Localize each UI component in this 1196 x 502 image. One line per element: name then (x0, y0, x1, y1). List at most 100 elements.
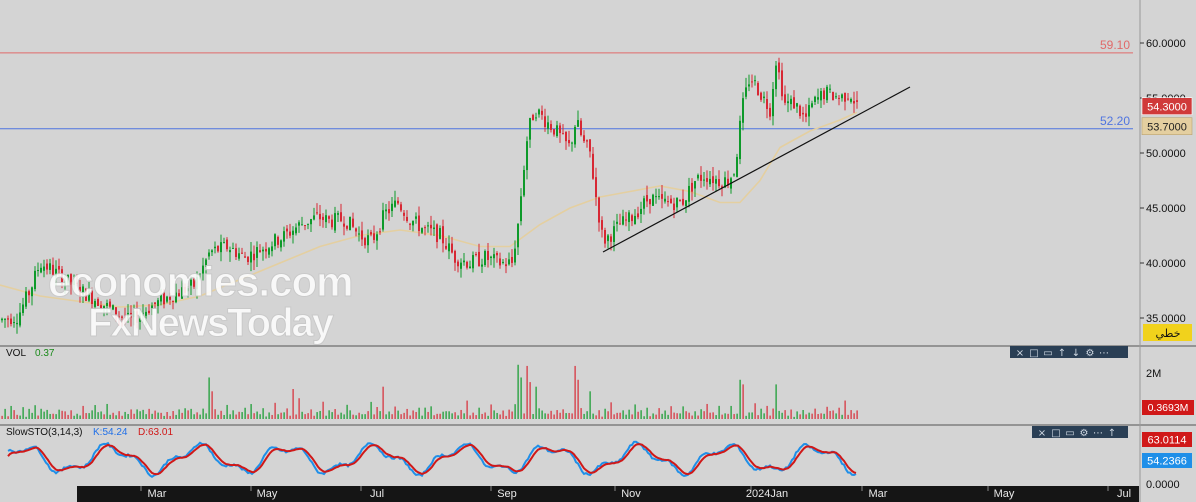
candle-body (682, 198, 684, 205)
candle (709, 171, 711, 187)
candle-body (142, 312, 144, 316)
candle-body (109, 301, 111, 307)
candle-body (406, 216, 408, 221)
close-icon[interactable]: × (1038, 428, 1046, 439)
volume-value: 0.37 (35, 348, 55, 359)
volume-bar (133, 413, 135, 419)
candle (292, 226, 294, 244)
maximize-icon[interactable]: □ (1029, 348, 1038, 359)
candle-body (85, 288, 87, 301)
move-up-icon[interactable]: ↑ (1058, 348, 1066, 359)
x-tick-label: Nov (621, 488, 641, 500)
candle (406, 210, 408, 223)
more-icon[interactable]: ⋯ (1099, 348, 1109, 359)
candle (1, 317, 3, 323)
volume-bar (373, 414, 375, 419)
candle (814, 95, 816, 105)
minimize-icon[interactable]: ▭ (1043, 348, 1052, 359)
volume-bar (763, 413, 765, 419)
candle (106, 299, 108, 316)
volume-bar (586, 411, 588, 419)
candle (679, 199, 681, 202)
y-tick-label: 45.0000 (1146, 203, 1186, 215)
volume-bar (46, 409, 48, 419)
candle (454, 249, 456, 271)
volume-bar (304, 414, 306, 419)
stochastic-k-line (7, 440, 857, 479)
volume-badge (1142, 400, 1194, 415)
candle-body (439, 228, 441, 239)
candle-body (385, 209, 387, 212)
move-up-icon[interactable]: ↑ (1108, 428, 1116, 439)
candle (832, 91, 834, 101)
settings-icon[interactable]: ⚙ (1080, 428, 1089, 439)
line-type-badge[interactable] (1143, 324, 1192, 341)
candle (274, 233, 276, 250)
candle-body (28, 291, 30, 296)
volume-bar (319, 410, 321, 419)
candle-body (334, 213, 336, 231)
candle-body (313, 215, 315, 220)
candle (169, 292, 171, 305)
candle-body (148, 310, 150, 314)
volume-bar (424, 407, 426, 419)
candle-body (166, 296, 168, 302)
candle (361, 221, 363, 247)
volume-bar (727, 413, 729, 419)
candle (802, 106, 804, 122)
volume-bar (166, 411, 168, 419)
candle (766, 91, 768, 119)
settings-icon[interactable]: ⚙ (1086, 348, 1095, 359)
candle-body (475, 254, 477, 256)
candle (193, 277, 195, 289)
candle (211, 249, 213, 257)
trendline[interactable] (602, 86, 911, 253)
candle (694, 180, 696, 197)
volume-bar (691, 415, 693, 419)
candle-body (73, 280, 75, 286)
volume-bar (241, 412, 243, 419)
candle (229, 246, 231, 262)
candle (781, 62, 783, 101)
candle-body (19, 312, 21, 326)
close-icon[interactable]: × (1016, 348, 1024, 359)
candle-body (703, 179, 705, 181)
oscillator-badge (1142, 432, 1192, 447)
volume-bar (142, 409, 144, 419)
candle (397, 197, 399, 205)
move-down-icon[interactable]: ↓ (1072, 348, 1080, 359)
candle-body (31, 287, 33, 297)
time-axis-bar[interactable] (77, 486, 1139, 502)
volume-bar (814, 408, 816, 419)
price-panel[interactable] (0, 0, 1140, 345)
candle-body (544, 116, 546, 127)
candle (115, 306, 117, 323)
more-icon[interactable]: ⋯ (1093, 428, 1103, 439)
candle-body (670, 198, 672, 204)
candle (256, 241, 258, 267)
candle-body (427, 225, 429, 227)
candle-body (103, 305, 105, 309)
candle (529, 117, 531, 148)
volume-bar (760, 408, 762, 419)
maximize-icon[interactable]: □ (1051, 428, 1060, 439)
candle-body (97, 299, 99, 306)
candle-body (784, 94, 786, 103)
candle-body (271, 246, 273, 252)
candle (178, 289, 180, 297)
candle (637, 206, 639, 220)
candle-body (547, 122, 549, 129)
candle-body (442, 226, 444, 244)
volume-bar (73, 415, 75, 419)
minimize-icon[interactable]: ▭ (1065, 428, 1074, 439)
candle-body (676, 197, 678, 208)
candle (556, 120, 558, 138)
candle-body (526, 141, 528, 171)
volume-bar (418, 407, 420, 419)
candle (184, 283, 186, 296)
candle (514, 240, 516, 266)
candle-body (466, 261, 468, 268)
candle-body (379, 231, 381, 233)
price-y-axis[interactable]: 60.000055.000050.000045.000040.000035.00… (1140, 38, 1193, 341)
volume-bar (4, 408, 6, 419)
